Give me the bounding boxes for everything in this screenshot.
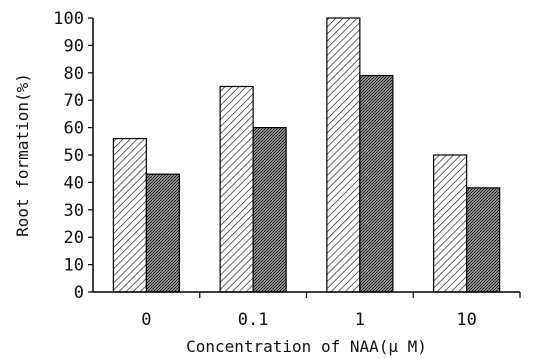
y-tick-label: 20 bbox=[64, 228, 84, 248]
bar-series-1-0 bbox=[112, 137, 147, 293]
y-tick-label: 100 bbox=[53, 9, 84, 29]
bar-series-2-0.1 bbox=[252, 126, 287, 293]
y-tick-label: 0 bbox=[74, 283, 84, 303]
y-tick-label: 60 bbox=[64, 119, 84, 139]
y-tick-label: 80 bbox=[64, 64, 84, 84]
y-axis-title: Root formation(%) bbox=[13, 73, 32, 237]
y-tick-label: 50 bbox=[64, 146, 84, 166]
x-tick-label: 0 bbox=[141, 310, 151, 330]
x-tick-label: 10 bbox=[456, 310, 476, 330]
y-axis-ticks: 0 10 20 30 40 50 60 70 80 90 100 bbox=[53, 9, 93, 303]
bar-series-1-0.1 bbox=[219, 85, 254, 293]
x-tick-label: 1 bbox=[355, 310, 365, 330]
bar-series-2-0 bbox=[145, 173, 180, 293]
x-axis-ticks: 0 0.1 1 10 bbox=[141, 292, 521, 330]
y-tick-label: 70 bbox=[64, 91, 84, 111]
y-tick-label: 30 bbox=[64, 201, 84, 221]
bars-group bbox=[112, 17, 501, 293]
y-tick-label: 40 bbox=[64, 173, 84, 193]
y-tick-label: 90 bbox=[64, 36, 84, 56]
x-axis-title: Concentration of NAA(μ M) bbox=[186, 337, 427, 356]
bar-series-2-10 bbox=[466, 187, 501, 293]
bar-series-1-1 bbox=[326, 17, 361, 293]
y-tick-label: 10 bbox=[64, 256, 84, 276]
bar-series-1-10 bbox=[433, 154, 468, 293]
bar-series-2-1 bbox=[359, 74, 394, 293]
x-tick-label: 0.1 bbox=[238, 310, 269, 330]
